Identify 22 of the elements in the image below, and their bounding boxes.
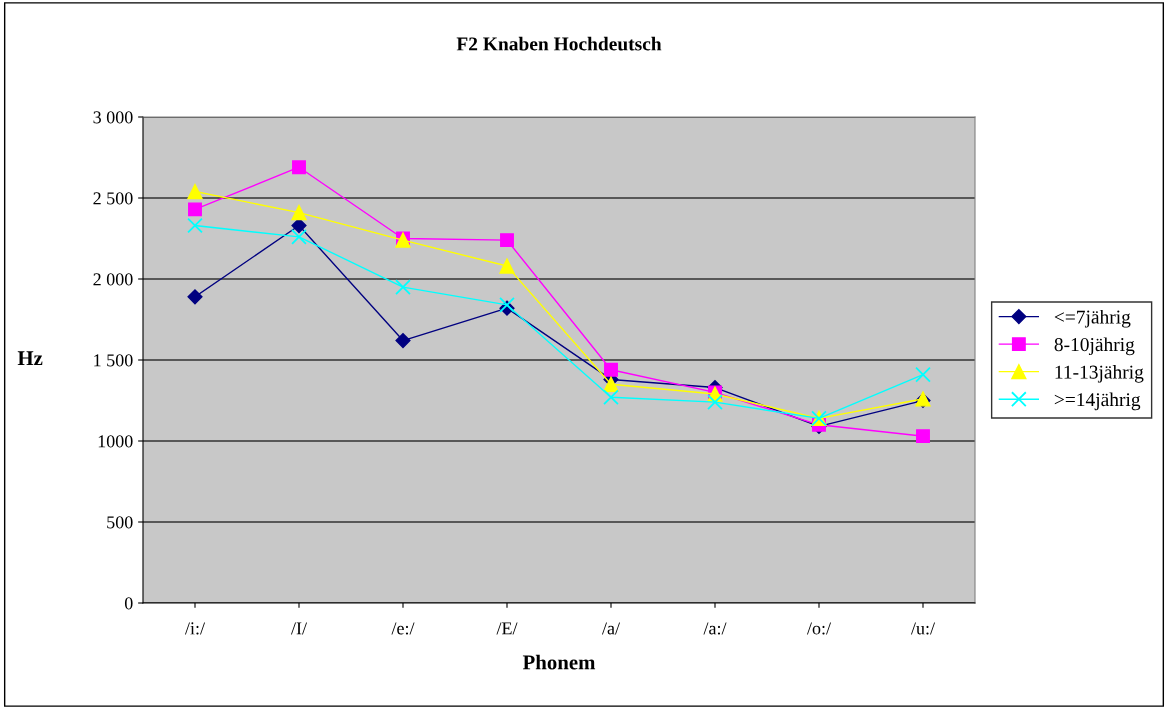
x-tick-label: /I/ <box>290 622 308 635</box>
legend-label: >=14jährig <box>1054 392 1141 411</box>
y-tick-label: 2 500 <box>93 192 133 205</box>
y-tick-label: 1 500 <box>94 354 133 367</box>
x-tick-label: /u:/ <box>910 622 936 635</box>
x-tick-label: /o:/ <box>806 622 832 635</box>
x-tick-label: /i:/ <box>184 622 206 635</box>
legend-label: 8-10jährig <box>1054 337 1135 356</box>
y-tick-label: 3 000 <box>93 111 133 124</box>
chart-title: F2 Knaben Hochdeutsch <box>456 36 662 51</box>
legend-label: 11-13jährig <box>1055 364 1144 383</box>
y-axis-title: Hz <box>17 351 43 366</box>
x-tick-label: /E/ <box>496 622 518 635</box>
x-axis-title: Phonem <box>522 654 596 670</box>
x-tick-label: /e:/ <box>391 622 415 635</box>
x-tick-label: /a:/ <box>703 622 727 635</box>
legend-label: <=7jährig <box>1054 309 1131 328</box>
x-tick-label: /a/ <box>601 622 621 635</box>
y-tick-label: 2 000 <box>93 273 133 286</box>
y-tick-label: 0 <box>124 597 133 610</box>
y-tick-label: 1000 <box>98 435 133 448</box>
y-tick-label: 500 <box>107 516 133 529</box>
